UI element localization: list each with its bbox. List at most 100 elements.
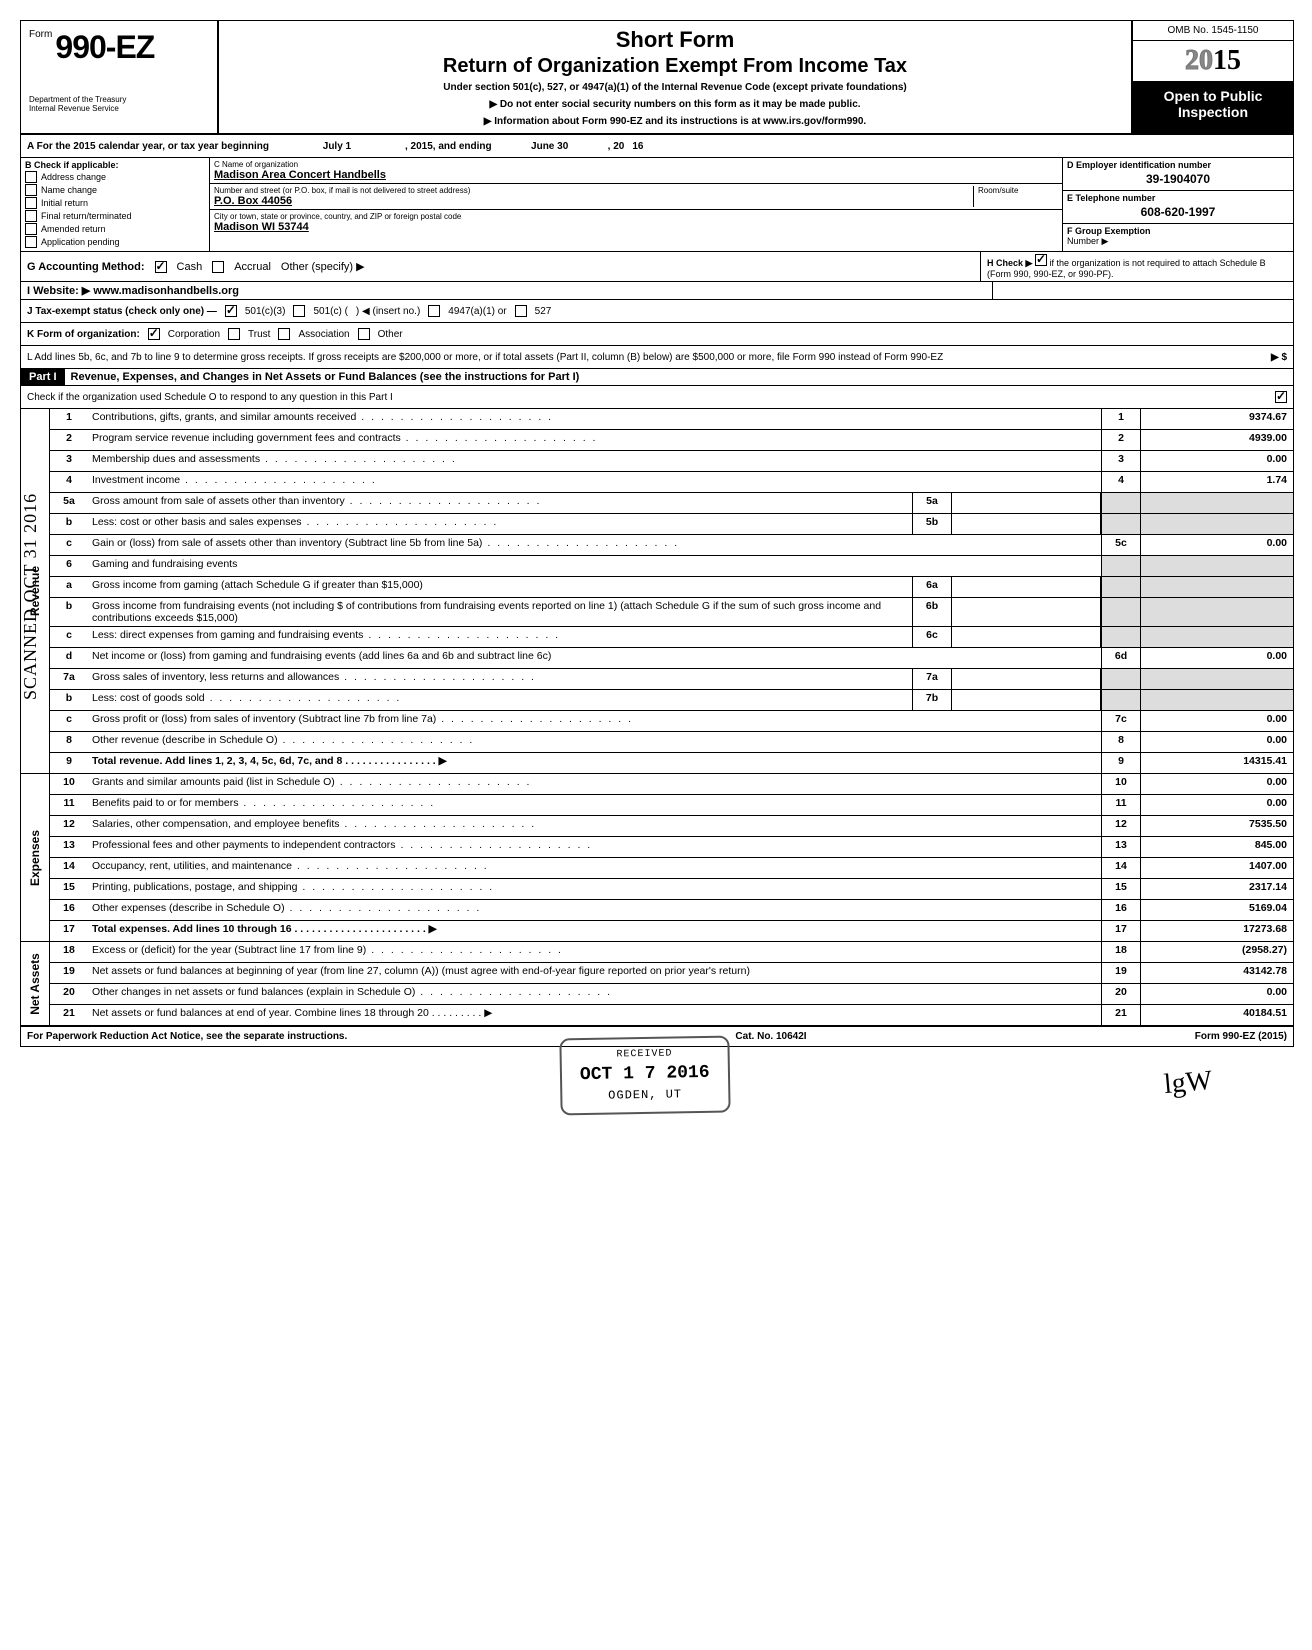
k-corp: Corporation	[168, 329, 220, 340]
chk-accrual[interactable]	[212, 261, 224, 273]
chk-pending[interactable]	[25, 236, 37, 248]
g-cash: Cash	[177, 261, 203, 273]
ln15-v: 2317.14	[1141, 879, 1293, 899]
chk-amended[interactable]	[25, 223, 37, 235]
k-trust: Trust	[248, 329, 270, 340]
tax-year: 2015	[1133, 41, 1293, 82]
ln6b-mid: 6b	[912, 598, 952, 626]
bcd-block: B Check if applicable: Address change Na…	[21, 158, 1293, 252]
ln18-n: 18	[50, 942, 88, 962]
ln6-n: 6	[50, 556, 88, 576]
short-form: Short Form	[229, 27, 1121, 53]
ln9-n: 9	[50, 753, 88, 773]
chk-assoc[interactable]	[278, 328, 290, 340]
part1-tag: Part I	[21, 369, 65, 385]
ln9-d-text: Total revenue. Add lines 1, 2, 3, 4, 5c,…	[92, 755, 342, 767]
chk-trust[interactable]	[228, 328, 240, 340]
ln5a-rn	[1101, 493, 1141, 513]
ln7a-d: Gross sales of inventory, less returns a…	[88, 669, 912, 689]
title-cell: Short Form Return of Organization Exempt…	[219, 21, 1131, 133]
open-public: Open to Public Inspection	[1133, 82, 1293, 133]
h-block: H Check ▶ if the organization is not req…	[981, 252, 1293, 281]
ln5b-n: b	[50, 514, 88, 534]
ln7b-mid: 7b	[912, 690, 952, 710]
j-4947: 4947(a)(1) or	[448, 306, 506, 317]
chk-501c[interactable]	[293, 305, 305, 317]
ln18-v: (2958.27)	[1141, 942, 1293, 962]
ln20-rn: 20	[1101, 984, 1141, 1004]
ln7c-rn: 7c	[1101, 711, 1141, 731]
chk-final[interactable]	[25, 210, 37, 222]
ln7c-n: c	[50, 711, 88, 731]
ln1-n: 1	[50, 409, 88, 429]
ln8-d: Other revenue (describe in Schedule O)	[88, 732, 1101, 752]
ln12-rn: 12	[1101, 816, 1141, 836]
ln10-d: Grants and similar amounts paid (list in…	[88, 774, 1101, 794]
ln4-n: 4	[50, 472, 88, 492]
ln4-d: Investment income	[88, 472, 1101, 492]
opt-final: Final return/terminated	[41, 211, 132, 221]
ln6b-v	[1141, 598, 1293, 626]
side-expenses-label: Expenses	[28, 829, 42, 885]
ln14-n: 14	[50, 858, 88, 878]
j-501c: 501(c) (	[313, 306, 347, 317]
ln8-v: 0.00	[1141, 732, 1293, 752]
chk-cash[interactable]	[155, 261, 167, 273]
part1-check-text: Check if the organization used Schedule …	[27, 392, 393, 403]
ln7b-rn	[1101, 690, 1141, 710]
chk-address[interactable]	[25, 171, 37, 183]
ln1-rn: 1	[1101, 409, 1141, 429]
gh-row: G Accounting Method: Cash Accrual Other …	[21, 252, 1293, 282]
ln15-d: Printing, publications, postage, and shi…	[88, 879, 1101, 899]
j-label: J Tax-exempt status (check only one) —	[27, 306, 217, 317]
d-label: D Employer identification number	[1067, 160, 1289, 170]
l-row: L Add lines 5b, 6c, and 7b to line 9 to …	[21, 346, 1293, 369]
g-other: Other (specify) ▶	[281, 260, 365, 273]
chk-name[interactable]	[25, 184, 37, 196]
k-assoc: Association	[298, 329, 349, 340]
chk-527[interactable]	[515, 305, 527, 317]
ln7a-rn	[1101, 669, 1141, 689]
side-netassets: Net Assets	[21, 942, 50, 1025]
ln9-rn: 9	[1101, 753, 1141, 773]
ln3-d: Membership dues and assessments	[88, 451, 1101, 471]
stamp-date: OCT 1 7 2016	[580, 1063, 710, 1085]
org-name: Madison Area Concert Handbells	[214, 169, 1058, 181]
ln21-v: 40184.51	[1141, 1005, 1293, 1025]
ln5b-rn	[1101, 514, 1141, 534]
ln17-v: 17273.68	[1141, 921, 1293, 941]
ln6b-n: b	[50, 598, 88, 626]
ln11-rn: 11	[1101, 795, 1141, 815]
col-c: C Name of organization Madison Area Conc…	[210, 158, 1062, 251]
ln6c-n: c	[50, 627, 88, 647]
j-row: J Tax-exempt status (check only one) — 5…	[21, 300, 1293, 323]
ln16-rn: 16	[1101, 900, 1141, 920]
ln6a-rn	[1101, 577, 1141, 597]
ln17-n: 17	[50, 921, 88, 941]
ln5c-v: 0.00	[1141, 535, 1293, 555]
ln13-d: Professional fees and other payments to …	[88, 837, 1101, 857]
chk-schedO[interactable]	[1275, 391, 1287, 403]
ln2-rn: 2	[1101, 430, 1141, 450]
part1-title: Revenue, Expenses, and Changes in Net As…	[65, 369, 1293, 385]
ln21-n: 21	[50, 1005, 88, 1025]
chk-corp[interactable]	[148, 328, 160, 340]
omb: OMB No. 1545-1150	[1133, 21, 1293, 41]
received-stamp: RECEIVED OCT 1 7 2016 OGDEN, UT	[559, 1036, 730, 1116]
ln10-v: 0.00	[1141, 774, 1293, 794]
chk-other[interactable]	[358, 328, 370, 340]
chk-initial[interactable]	[25, 197, 37, 209]
chk-501c3[interactable]	[225, 305, 237, 317]
chk-4947[interactable]	[428, 305, 440, 317]
chk-h[interactable]	[1035, 254, 1047, 266]
period-y20: , 20	[608, 141, 625, 152]
ln20-d: Other changes in net assets or fund bala…	[88, 984, 1101, 1004]
ln5a-mv	[952, 493, 1101, 513]
ln21-d-text: Net assets or fund balances at end of ye…	[92, 1007, 429, 1019]
k-row: K Form of organization: Corporation Trus…	[21, 323, 1293, 346]
opt-pending: Application pending	[41, 237, 120, 247]
form-990ez: Form 990-EZ Department of the Treasury I…	[20, 20, 1294, 1047]
i-label: I Website: ▶	[27, 285, 90, 297]
ln5a-n: 5a	[50, 493, 88, 513]
ln7c-v: 0.00	[1141, 711, 1293, 731]
